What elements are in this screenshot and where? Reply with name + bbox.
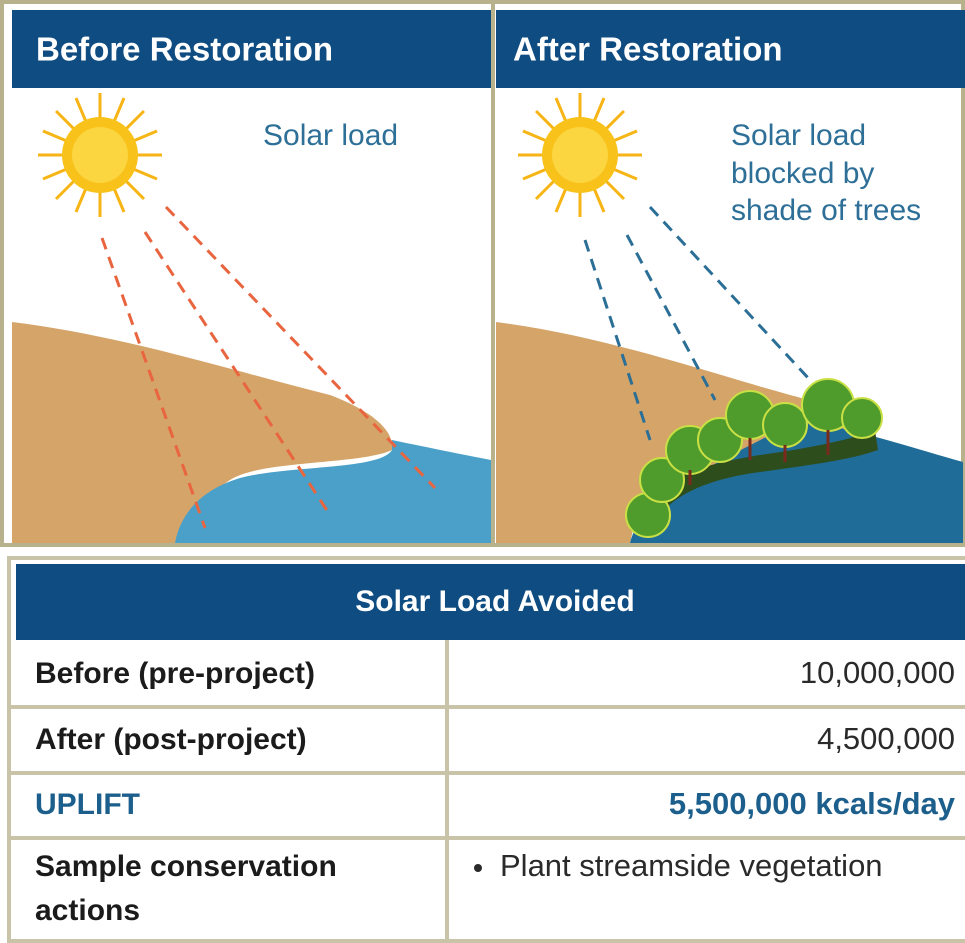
- caption: blocked by: [731, 157, 874, 190]
- caption: Solar load: [731, 119, 866, 152]
- caption: Solar load: [263, 119, 398, 152]
- row-label: Before (pre-project): [35, 657, 315, 690]
- infographic: Before Restoration After Restoration Sol…: [0, 0, 965, 943]
- panel-title: Before Restoration: [36, 31, 333, 68]
- row-label: After (post-project): [35, 723, 307, 756]
- row-value: 10,000,000: [800, 655, 955, 690]
- page: {"panels": [ {"title": "Before Restorati…: [0, 0, 965, 943]
- row-value: 4,500,000: [817, 721, 955, 756]
- bullet: [474, 864, 482, 872]
- caption: shade of trees: [731, 194, 921, 227]
- row-value: 5,500,000 kcals/day: [669, 786, 956, 821]
- panel-title: After Restoration: [513, 31, 783, 68]
- row-label: UPLIFT: [35, 788, 140, 821]
- row-label: actions: [35, 894, 140, 927]
- row-label: Sample conservation: [35, 850, 337, 883]
- table-title: Solar Load Avoided: [355, 585, 634, 618]
- row-value: Plant streamside vegetation: [500, 848, 883, 883]
